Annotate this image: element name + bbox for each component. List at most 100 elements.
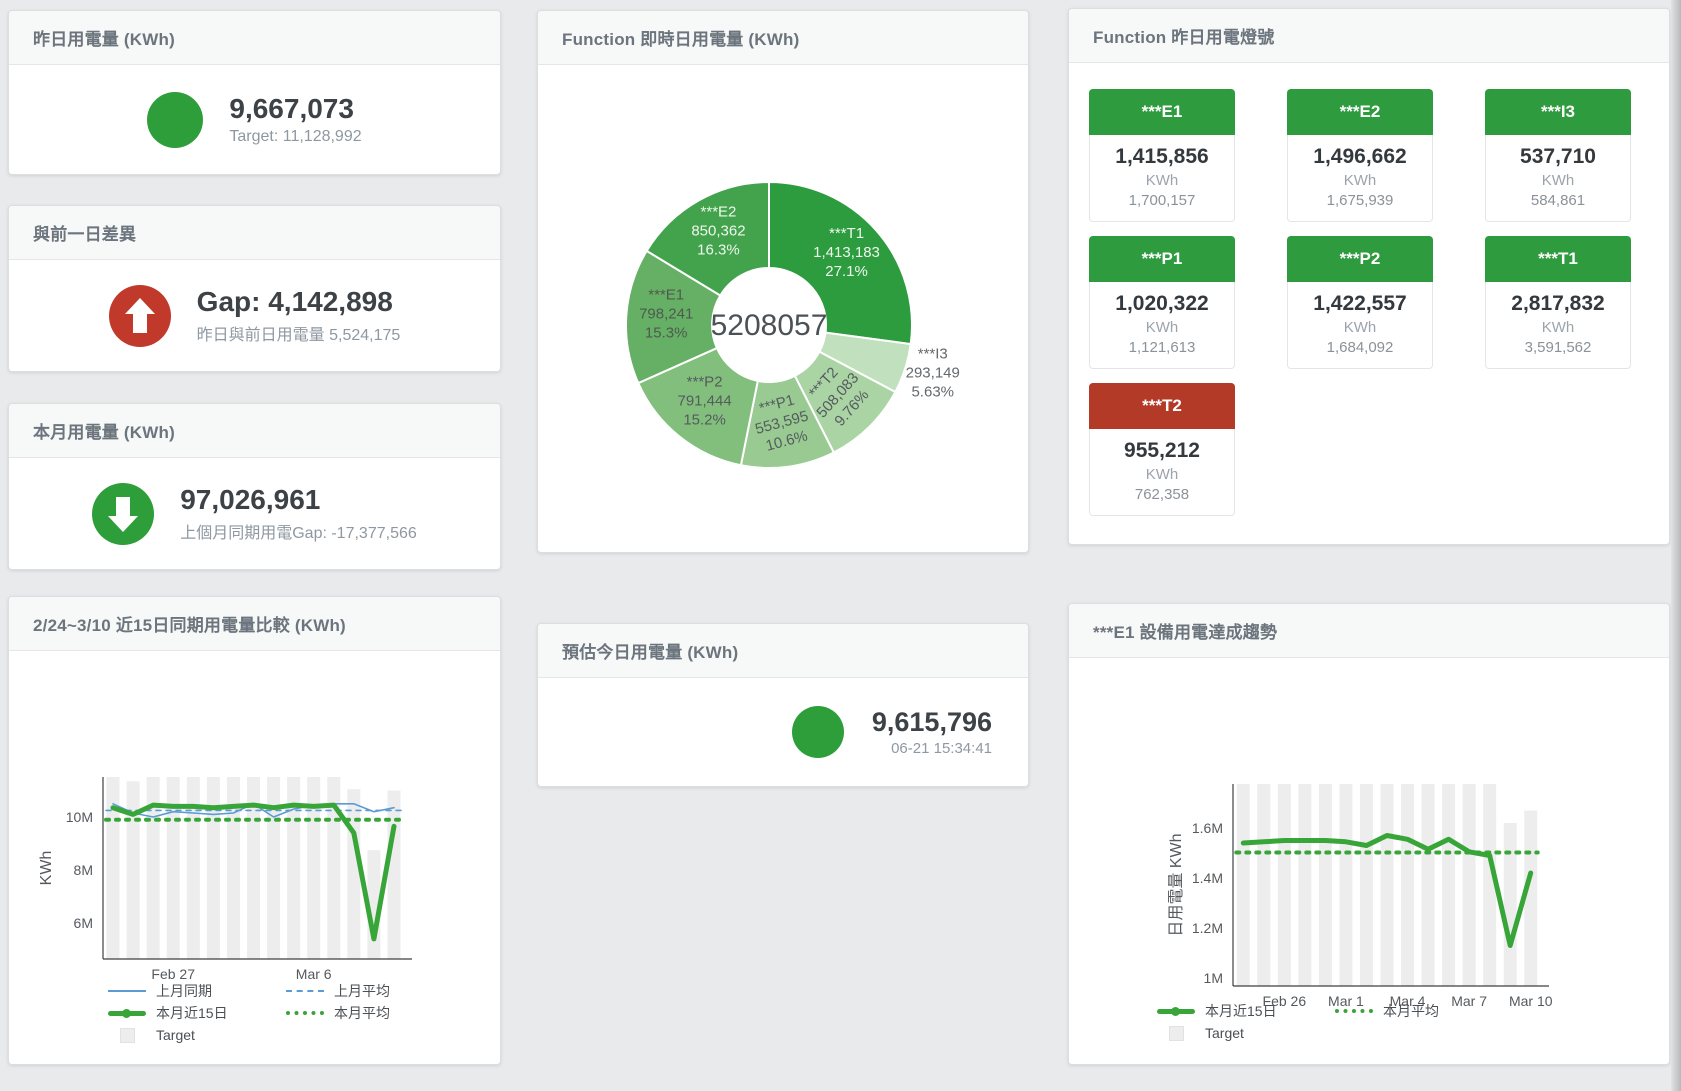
card-realtime-donut: Function 即時日用電量 (KWh) ***T1 1,413,183 27.1… — [537, 10, 1029, 553]
legend-item-green-dot[interactable]: 本月平均 — [286, 1003, 464, 1023]
legend-label: Target — [156, 1027, 195, 1043]
green-dot-swatch-icon — [1335, 1009, 1373, 1013]
target-bar — [1380, 784, 1394, 986]
legend-item-gray-square[interactable]: Target — [108, 1027, 286, 1043]
trend-line-chart[interactable]: 1.6M 1.4M 1.2M 1M Feb 26 Mar 1 Mar 4 Mar 7 Mar 1… — [1069, 604, 1671, 1066]
y-tick-label: 6M — [74, 915, 93, 931]
target-bar — [247, 777, 260, 959]
y-axis-title: 日用電量 KWh — [1168, 833, 1185, 936]
lamp-tile-P2: ***P2 1,422,557 KWh 1,684,092 — [1287, 236, 1433, 369]
legend-item-blue-line[interactable]: 上月同期 — [108, 981, 286, 1001]
card-title: Function 昨日用電燈號 — [1093, 28, 1275, 47]
donut-chart[interactable]: ***T1 1,413,183 27.1%***I3 293,149 5.63%***T… — [538, 11, 1030, 554]
compare-legend: 上月同期 上月平均本月近15日 本月平均 Target — [108, 983, 464, 1049]
scrollbar[interactable] — [1671, 0, 1681, 1091]
target-bar — [267, 777, 281, 959]
card-header: 昨日用電量 (KWh) — [9, 11, 500, 65]
target-bar — [206, 777, 220, 959]
series-本月近15日[interactable] — [110, 802, 397, 942]
target-bar — [1318, 784, 1332, 986]
series-本月近15日[interactable] — [1240, 833, 1534, 948]
card-header: Function 昨日用電燈號 — [1069, 9, 1669, 63]
lamp-tile-P1: ***P1 1,020,322 KWh 1,121,613 — [1089, 236, 1235, 369]
target-bar — [186, 777, 200, 959]
legend-item-gray-square[interactable]: Target — [1157, 1025, 1335, 1041]
lamp-tile-target: 3,591,562 — [1524, 339, 1592, 356]
target-bar — [1277, 784, 1291, 986]
lamp-tile-unit: KWh — [1145, 172, 1179, 189]
y-tick-label: 1.4M — [1192, 870, 1223, 886]
green-line-swatch-icon — [108, 1008, 146, 1018]
x-tick-label: Feb 26 — [1263, 993, 1307, 1009]
lamp-tile-value: 1,422,557 — [1313, 292, 1407, 315]
arrow-down-icon — [92, 482, 155, 545]
donut-label-T1: ***T1 1,413,183 27.1% — [813, 225, 880, 280]
card-body: 9,615,796 06-21 15:34:41 — [538, 678, 1028, 786]
legend-item-green-dot[interactable]: 本月平均 — [1335, 1001, 1513, 1021]
card-body: 9,667,073 Target: 11,128,992 — [9, 65, 500, 174]
estimate-value: 9,615,796 — [871, 707, 992, 737]
legend-item-green-line[interactable]: 本月近15日 — [108, 1003, 286, 1023]
target-bar — [1421, 784, 1435, 986]
card-title: 2/24~3/10 近15日同期用電量比較 (KWh) — [33, 616, 346, 635]
card-title: 昨日用電量 (KWh) — [33, 30, 175, 49]
card-header: 預估今日用電量 (KWh) — [538, 624, 1028, 678]
panel-e1-trend: ***E1 設備用電達成趨勢 1.6M 1.4M 1.2M 1M Feb 26 Mar 1… — [1068, 603, 1670, 1065]
lamp-tile-target: 584,861 — [1530, 192, 1586, 209]
target-bar — [287, 777, 301, 959]
target-bar — [1483, 784, 1497, 986]
x-tick-label: Mar 1 — [1328, 993, 1364, 1009]
target-bar — [146, 777, 160, 959]
green-dot-swatch-icon — [286, 1011, 324, 1015]
target-bar — [1462, 784, 1476, 986]
lamp-tile-unit: KWh — [1343, 172, 1377, 189]
y-tick-label: 1.6M — [1192, 820, 1223, 836]
green-line-swatch-icon — [1157, 1006, 1195, 1016]
target-bar — [347, 789, 361, 959]
lamp-tile-value: 1,496,662 — [1313, 145, 1407, 168]
lamp-tile-name: ***T1 — [1485, 236, 1631, 282]
legend-item-green-line[interactable]: 本月近15日 — [1157, 1001, 1335, 1021]
lamp-tile-target: 1,121,613 — [1128, 339, 1196, 356]
status-circle-icon — [791, 706, 844, 758]
month-value: 97,026,961 — [180, 484, 321, 515]
y-tick-label: 1.2M — [1192, 920, 1223, 936]
estimate-timestamp: 06-21 15:34:41 — [891, 740, 992, 757]
lamp-tile-E1: ***E1 1,415,856 KWh 1,700,157 — [1089, 89, 1235, 222]
card-title: 本月用電量 (KWh) — [33, 423, 175, 442]
y-tick-label: 1M — [1204, 970, 1223, 986]
target-bar — [1339, 784, 1353, 986]
target-bar — [1524, 810, 1538, 986]
lamp-tile-T1: ***T1 2,817,832 KWh 3,591,562 — [1485, 236, 1631, 369]
donut-segment-E2[interactable] — [645, 180, 770, 297]
donut-label-E1: ***E1 798,241 15.3% — [639, 286, 693, 341]
lamp-tile-target: 1,675,939 — [1326, 192, 1394, 209]
target-label: Target: 11,128,992 — [229, 128, 362, 145]
target-bar — [1257, 784, 1271, 986]
legend-item-blue-dash[interactable]: 上月平均 — [286, 981, 464, 1001]
donut-segment-E1[interactable] — [624, 249, 722, 385]
card-month-usage: 本月用電量 (KWh) 97,026,961 上個月同期用電Gap: -17,3… — [8, 403, 501, 570]
legend-label: Target — [1205, 1025, 1244, 1041]
donut-label-P2: ***P2 791,444 15.2% — [677, 373, 731, 428]
donut-segment-T1[interactable] — [768, 180, 913, 346]
legend-label: 本月近15日 — [156, 1005, 228, 1021]
card-compare-chart: 2/24~3/10 近15日同期用電量比較 (KWh) 10M 8M 6M Feb 2… — [8, 596, 501, 1065]
gap-value: Gap: 4,142,898 — [196, 286, 393, 317]
legend-label: 上月平均 — [334, 983, 390, 999]
lamp-tile-unit: KWh — [1541, 172, 1575, 189]
card-yesterday-usage: 昨日用電量 (KWh) 9,667,073 Target: 11,128,992 — [8, 10, 501, 175]
lamp-tile-value: 2,817,832 — [1511, 292, 1605, 315]
donut-label-E2: ***E2 850,362 16.3% — [691, 203, 745, 258]
lamp-tile-name: ***P1 — [1089, 236, 1235, 282]
blue-line-swatch-icon — [108, 990, 146, 992]
gap-subtitle: 昨日與前日用電量 5,524,175 — [196, 327, 401, 344]
card-header: 本月用電量 (KWh) — [9, 404, 500, 458]
compare-line-chart[interactable]: 10M 8M 6M Feb 27 Mar 6 KWh — [9, 597, 502, 1066]
lamp-tile-value: 537,710 — [1520, 145, 1596, 168]
card-header: 2/24~3/10 近15日同期用電量比較 (KWh) — [9, 597, 500, 651]
lamp-tile-unit: KWh — [1145, 466, 1179, 483]
lamp-tile-unit: KWh — [1541, 319, 1575, 336]
donut-segment-P2[interactable] — [636, 346, 759, 467]
